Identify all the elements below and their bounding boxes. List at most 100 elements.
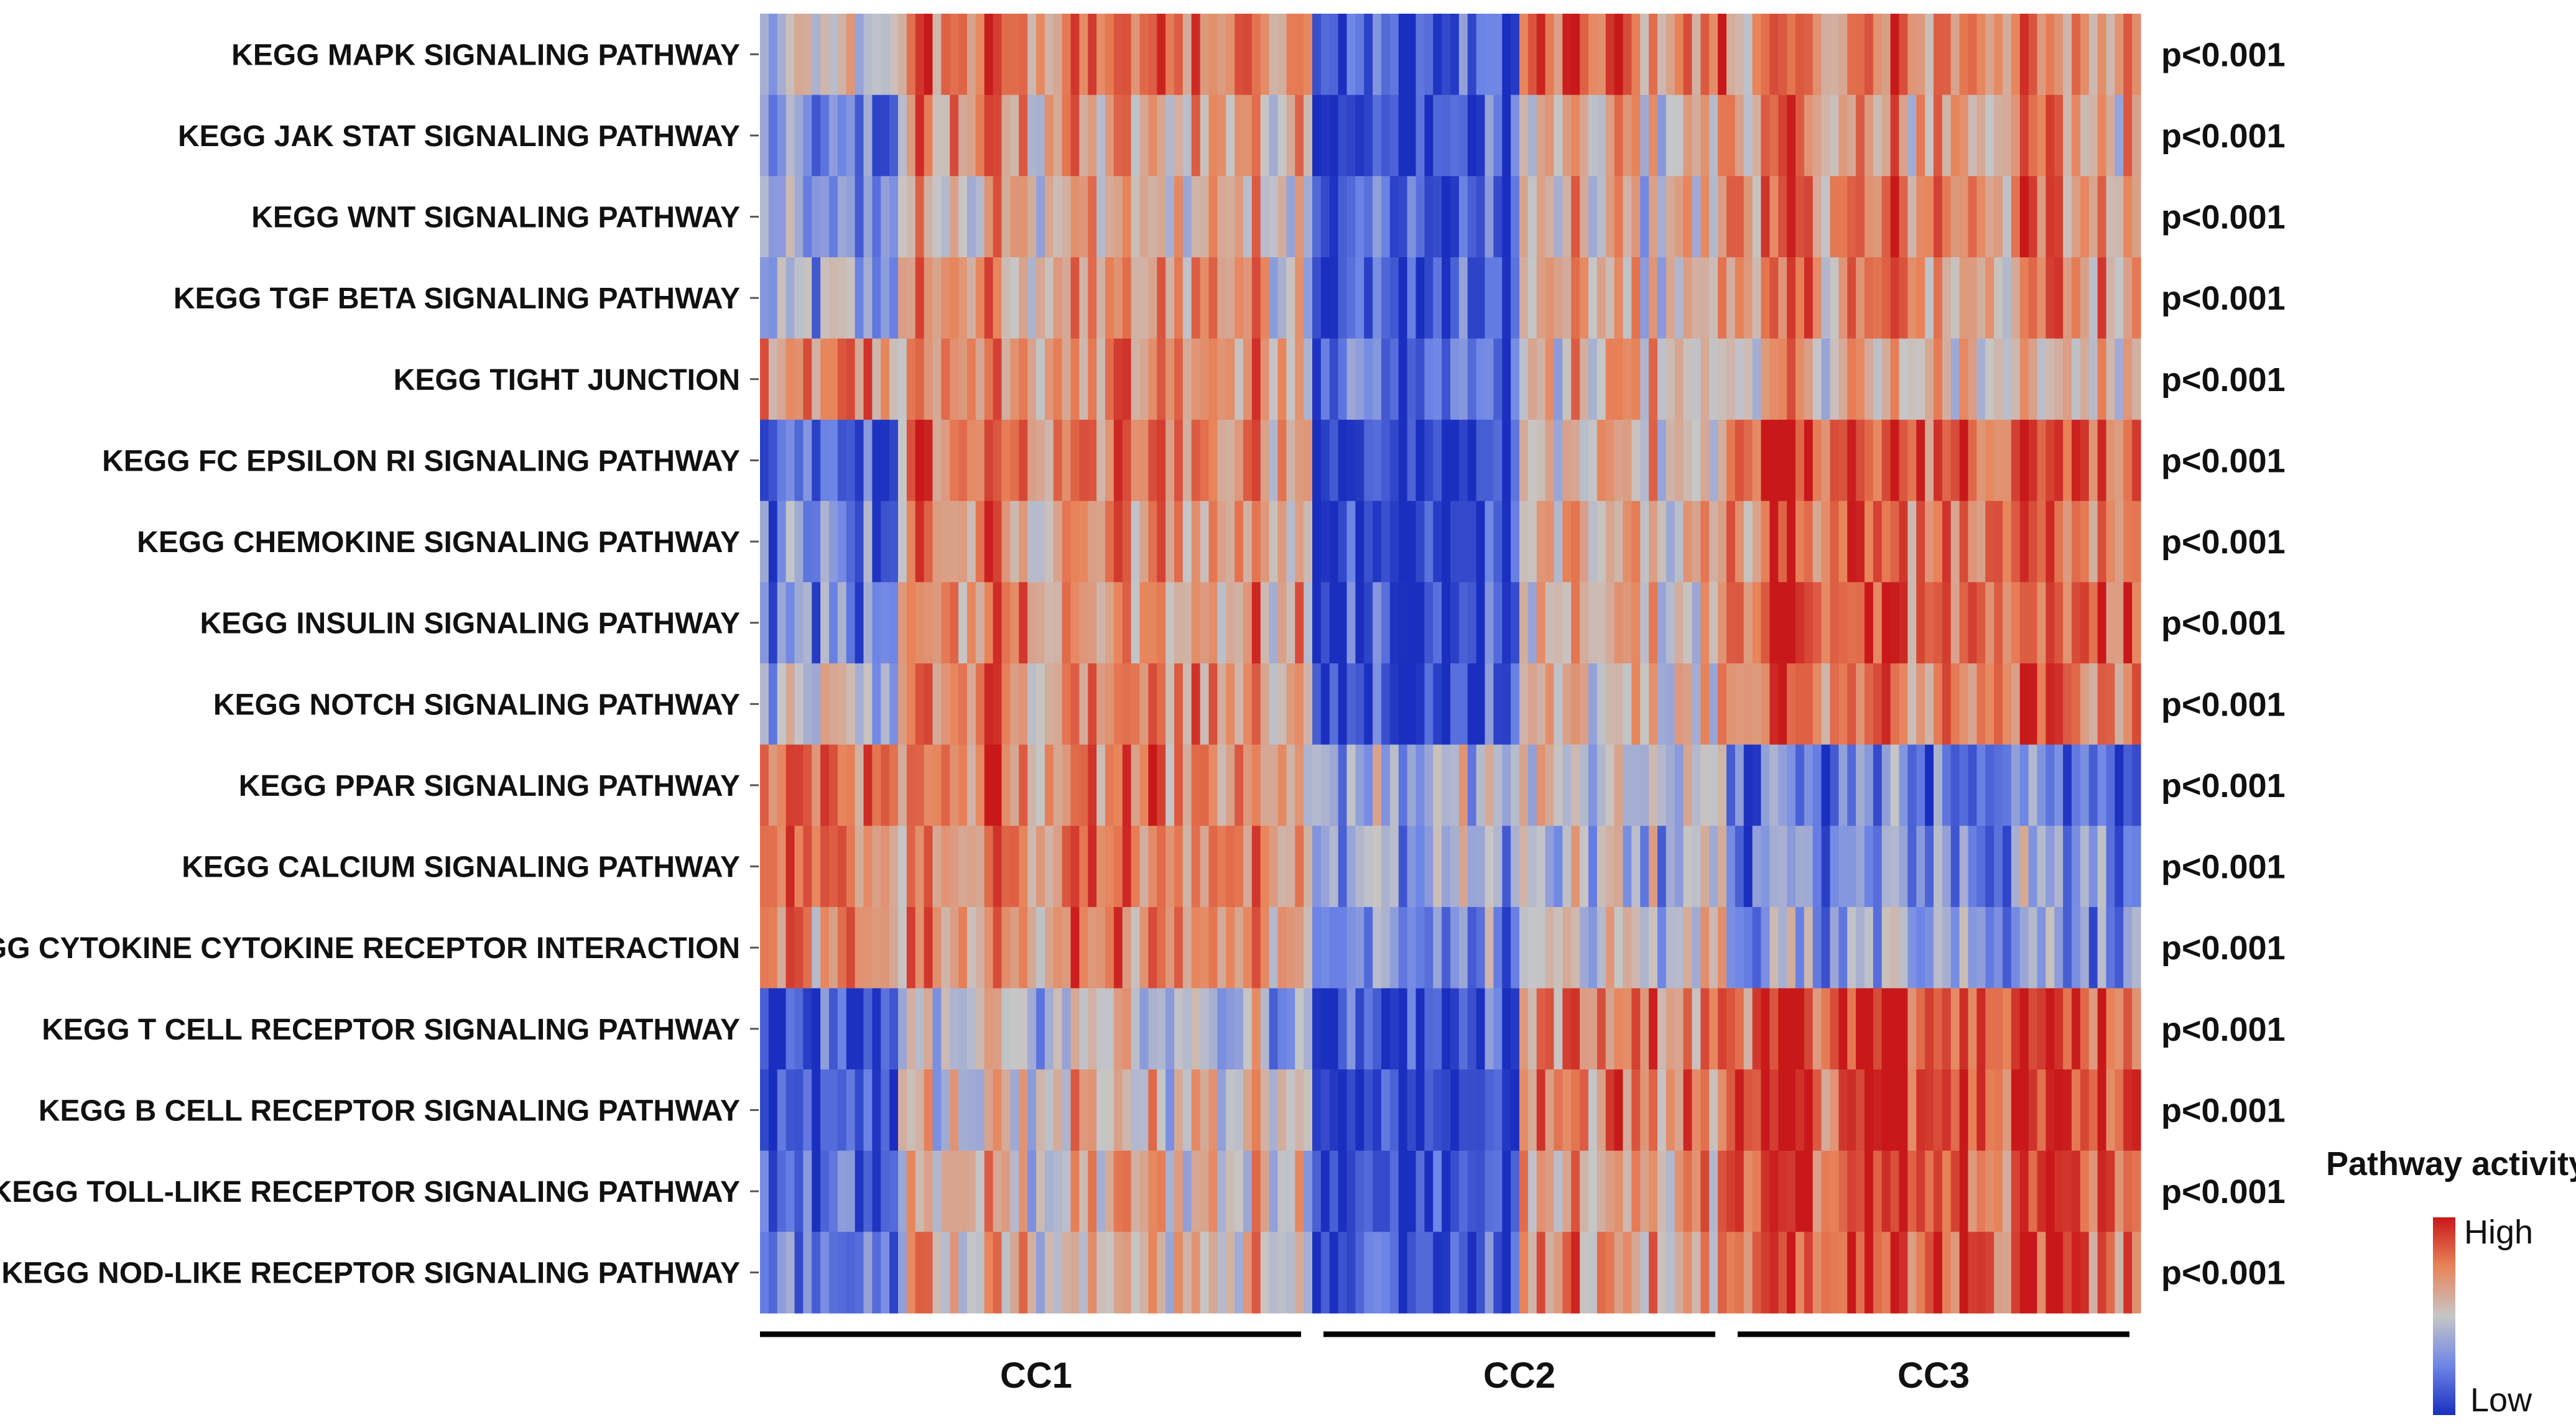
heatmap-cell	[1778, 420, 1787, 502]
heatmap-cell	[1200, 988, 1210, 1070]
heatmap-cell	[1916, 500, 1925, 583]
heatmap-cell	[1709, 906, 1718, 989]
heatmap-cell	[2037, 1232, 2046, 1314]
heatmap-cell	[1355, 1069, 1364, 1151]
heatmap-cell	[1044, 582, 1054, 664]
heatmap-cell	[1743, 420, 1753, 502]
heatmap-cell	[1277, 744, 1287, 826]
heatmap-cell	[1865, 826, 1874, 908]
heatmap-cell	[1346, 1069, 1356, 1151]
heatmap-cell	[1631, 988, 1641, 1070]
heatmap-cell	[2106, 14, 2115, 96]
heatmap-cell	[1346, 176, 1356, 258]
heatmap-cell	[1113, 257, 1123, 339]
heatmap-cell	[1856, 95, 1865, 177]
heatmap-cell	[967, 906, 976, 989]
heatmap-cell	[1329, 420, 1339, 502]
heatmap-cell	[1467, 663, 1477, 745]
heatmap-cell	[1666, 338, 1675, 420]
heatmap-cell	[993, 420, 1003, 502]
heatmap-cell	[2132, 1150, 2141, 1232]
heatmap-cell	[1113, 663, 1123, 745]
heatmap-cell	[1821, 338, 1831, 420]
heatmap-cell	[1916, 906, 1925, 989]
heatmap-cell	[924, 176, 934, 258]
heatmap-cell	[889, 14, 899, 96]
heatmap-cell	[1925, 1069, 1934, 1151]
heatmap-cells	[760, 14, 2141, 1314]
heatmap-cell	[1226, 338, 1235, 420]
heatmap-cell	[1994, 1232, 2003, 1314]
heatmap-cell	[1355, 14, 1364, 96]
heatmap-cell	[1450, 663, 1460, 745]
heatmap-cell	[1873, 338, 1883, 420]
heatmap-cell	[1925, 257, 1934, 339]
heatmap-cell	[1174, 500, 1184, 583]
heatmap-cell	[906, 500, 916, 583]
heatmap-cell	[958, 988, 968, 1070]
heatmap-cell	[1062, 988, 1072, 1070]
heatmap-cell	[950, 1232, 959, 1314]
cluster-label: CC1	[1000, 1355, 1072, 1396]
heatmap-cell	[932, 1232, 942, 1314]
heatmap-cell	[1752, 988, 1762, 1070]
heatmap-cell	[898, 744, 907, 826]
heatmap-cell	[1907, 826, 1917, 908]
heatmap-cell	[1934, 1069, 1943, 1151]
heatmap-cell	[1631, 663, 1641, 745]
heatmap-cell	[1165, 744, 1175, 826]
row-label: KEGG CHEMOKINE SIGNALING PATHWAY	[137, 526, 740, 559]
heatmap-cell	[1787, 906, 1796, 989]
heatmap-cell	[1467, 1232, 1477, 1314]
heatmap-cell	[1511, 663, 1520, 745]
heatmap-cell	[2019, 420, 2029, 502]
heatmap-cell	[1070, 906, 1080, 989]
heatmap-cell	[1096, 1069, 1106, 1151]
heatmap-cell	[1674, 420, 1684, 502]
heatmap-cell	[1890, 582, 1900, 664]
heatmap-cell	[1389, 176, 1399, 258]
heatmap-cell	[1329, 176, 1339, 258]
heatmap-cell	[2115, 338, 2124, 420]
heatmap-cell	[1847, 1069, 1856, 1151]
heatmap-cell	[1985, 988, 1995, 1070]
heatmap-cell	[1605, 95, 1615, 177]
heatmap-cell	[1881, 95, 1891, 177]
heatmap-cell	[1105, 14, 1114, 96]
heatmap-cell	[1062, 826, 1072, 908]
heatmap-cell	[1934, 906, 1943, 989]
heatmap-cell	[2097, 582, 2107, 664]
heatmap-cell	[2028, 420, 2038, 502]
heatmap-cell	[898, 95, 907, 177]
heatmap-cell	[1959, 1069, 1969, 1151]
heatmap-cell	[1320, 744, 1330, 826]
heatmap-cell	[1260, 906, 1270, 989]
heatmap-cell	[1381, 1069, 1391, 1151]
heatmap-cell	[1373, 95, 1382, 177]
heatmap-cell	[829, 257, 838, 339]
heatmap-cell	[1683, 176, 1693, 258]
heatmap-cell	[1062, 14, 1072, 96]
heatmap-cell	[1674, 500, 1684, 583]
heatmap-cell	[2028, 906, 2038, 989]
heatmap-cell	[975, 1069, 985, 1151]
heatmap-cell	[1795, 176, 1805, 258]
heatmap-cell	[1217, 906, 1226, 989]
heatmap-cell	[812, 988, 821, 1070]
heatmap-cell	[1778, 582, 1787, 664]
heatmap-cell	[1200, 338, 1210, 420]
heatmap-cell	[768, 500, 778, 583]
heatmap-cell	[837, 338, 847, 420]
heatmap-cell	[1442, 663, 1451, 745]
heatmap-cell	[1950, 826, 1960, 908]
heatmap-cell	[1830, 663, 1839, 745]
heatmap-cell	[1950, 1069, 1960, 1151]
heatmap-cell	[1778, 176, 1787, 258]
heatmap-cell	[777, 500, 787, 583]
heatmap-cell	[1554, 257, 1563, 339]
heatmap-cell	[1571, 663, 1580, 745]
heatmap-cell	[1614, 1232, 1624, 1314]
heatmap-cell	[1148, 14, 1157, 96]
heatmap-cell	[1053, 988, 1063, 1070]
heatmap-cell	[932, 338, 942, 420]
